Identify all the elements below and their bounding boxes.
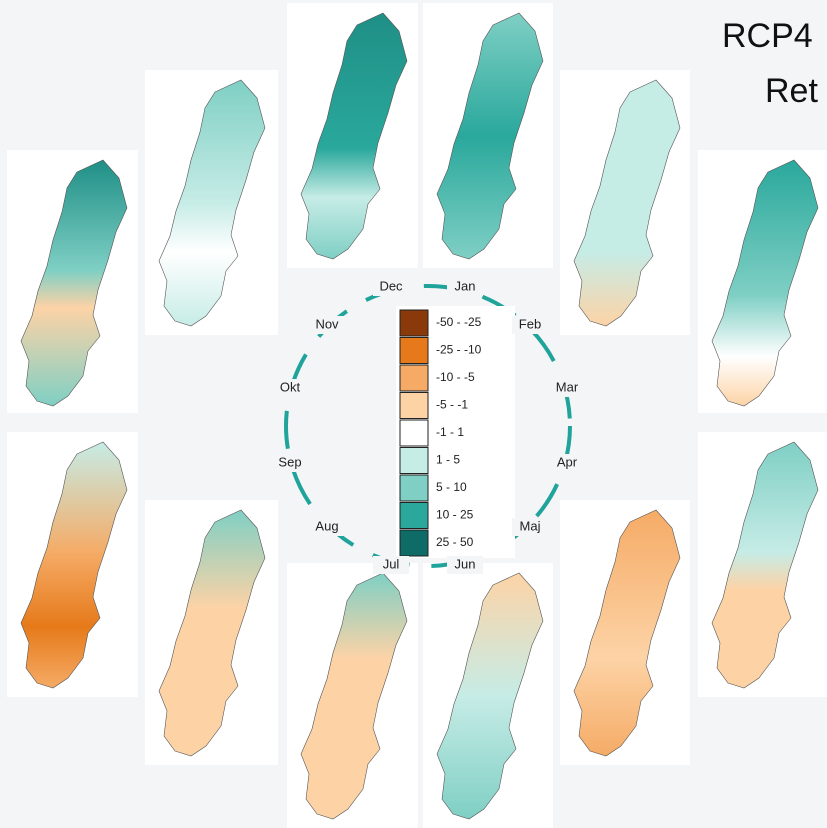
map-aug xyxy=(145,500,278,765)
map-maj xyxy=(560,500,690,765)
legend-label: -5 - -1 xyxy=(436,398,468,412)
month-label: Jul xyxy=(383,556,400,571)
month-label: Mar xyxy=(556,379,579,394)
month-label: Feb xyxy=(519,316,541,331)
legend-label: 25 - 50 xyxy=(436,535,474,549)
month-label: Nov xyxy=(315,316,339,331)
legend-swatch xyxy=(400,475,428,501)
legend-swatch xyxy=(400,393,428,419)
map-apr xyxy=(698,432,827,697)
map-feb xyxy=(560,70,690,335)
seasonal-maps: RCP4 Ret -50 - -25 -25 - -10 -10 - -5 -5 - … xyxy=(0,0,827,828)
map-okt xyxy=(7,150,138,413)
legend-swatch xyxy=(400,365,428,391)
map-dec xyxy=(287,3,418,268)
map-jan xyxy=(423,3,553,268)
legend-swatch xyxy=(400,448,428,474)
month-label: Maj xyxy=(520,518,541,533)
month-label: Jun xyxy=(455,556,476,571)
month-label: Apr xyxy=(557,454,578,469)
map-mar xyxy=(698,150,827,413)
map-nov xyxy=(145,70,278,335)
month-label: Jan xyxy=(455,278,476,293)
map-jul xyxy=(287,563,418,828)
legend-label: -10 - -5 xyxy=(436,370,475,384)
legend-swatch xyxy=(400,338,428,364)
map-jun xyxy=(423,563,553,828)
month-label: Okt xyxy=(280,379,301,394)
legend-swatch xyxy=(400,530,428,556)
legend-label: 10 - 25 xyxy=(436,508,474,522)
legend-label: -25 - -10 xyxy=(436,343,482,357)
title-line: Ret xyxy=(765,72,818,110)
legend-label: -50 - -25 xyxy=(436,315,482,329)
legend-label: 5 - 10 xyxy=(436,480,467,494)
month-label: Aug xyxy=(315,518,338,533)
legend-swatch xyxy=(400,310,428,336)
title-line: RCP4 xyxy=(722,17,813,55)
legend-label: -1 - 1 xyxy=(436,425,464,439)
legend-swatch xyxy=(400,503,428,529)
month-label: Dec xyxy=(379,278,403,293)
legend-swatch xyxy=(400,420,428,446)
legend-label: 1 - 5 xyxy=(436,453,460,467)
map-sep xyxy=(7,432,138,697)
month-label: Sep xyxy=(278,454,301,469)
